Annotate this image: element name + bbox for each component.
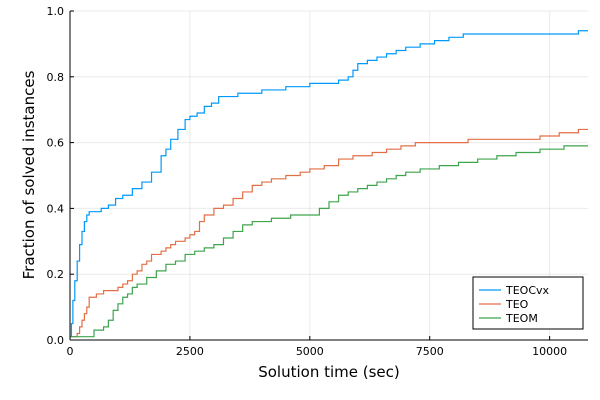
x-tick-label: 2500 [176,345,204,358]
axes [69,11,588,341]
legend-label-teo: TEO [505,298,529,311]
y-tick-label: 0.4 [47,202,65,215]
legend-box [472,276,584,330]
x-tick-label: 5000 [296,345,324,358]
y-tick-label: 0.8 [47,71,65,84]
y-tick-label: 1.0 [47,5,65,18]
x-tick-label: 7500 [416,345,444,358]
y-axis-title: Fraction of solved instances [20,70,38,279]
series-line-teo [70,128,588,338]
x-axis-title: Solution time (sec) [258,363,400,381]
x-tick-label: 0 [67,345,74,358]
series-layer [70,30,588,338]
y-tick-label: 0.2 [47,268,65,281]
series-line-teocvx [70,30,588,338]
y-tick-label: 0.0 [47,334,65,347]
legend-label-teocvx: TEOCvx [505,284,550,297]
ticks: 0 2500 5000 7500 10000 0.0 0.2 0.4 0.6 0.8 1.0 [47,5,568,358]
legend-label-teom: TEOM [505,312,538,325]
y-tick-label: 0.6 [47,137,65,150]
x-tick-label: 10000 [532,345,567,358]
series-line-teom [70,145,588,338]
